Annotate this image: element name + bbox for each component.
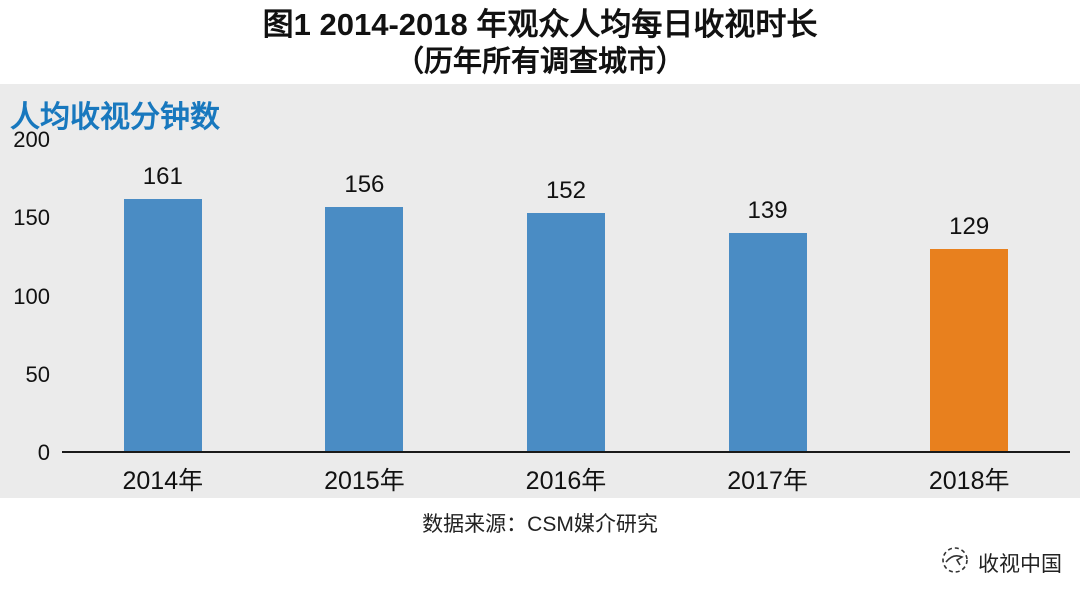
chart-title-line1: 图1 2014-2018 年观众人均每日收视时长 bbox=[262, 7, 818, 42]
bar-value-label: 161 bbox=[142, 163, 183, 191]
x-category-label: 2016年 bbox=[525, 467, 607, 495]
x-category-label: 2015年 bbox=[324, 467, 405, 495]
chart-title: 图1 2014-2018 年观众人均每日收视时长 （历年所有调查城市） bbox=[0, 0, 1080, 80]
chart-title-line2: （历年所有调查城市） bbox=[394, 46, 685, 78]
bar-value-label: 129 bbox=[949, 213, 990, 241]
y-tick-label: 50 bbox=[25, 361, 50, 387]
bar bbox=[123, 199, 202, 451]
bar bbox=[930, 249, 1009, 451]
x-category-label: 2017年 bbox=[727, 467, 808, 495]
y-tick-label: 200 bbox=[13, 127, 50, 152]
watermark-label: 收视中国 bbox=[978, 552, 1062, 576]
plot-area: 161 156 152 139 129 bbox=[62, 140, 1070, 453]
bar-value-label: 139 bbox=[747, 197, 788, 225]
y-tick-label: 100 bbox=[13, 283, 50, 309]
chart-area: 200 150 100 50 0 161 156 152 139 129 bbox=[0, 129, 1070, 464]
x-category-label: 2014年 bbox=[122, 467, 204, 495]
bar-group: 161 bbox=[62, 140, 264, 451]
data-source-note: 数据来源：CSM媒介研究 bbox=[422, 513, 658, 536]
bar-group: 129 bbox=[868, 140, 1070, 451]
bar-group: 156 bbox=[264, 140, 466, 451]
x-axis: 2014年 2015年 2016年 2017年 2018年 bbox=[62, 455, 1070, 497]
bar bbox=[526, 213, 605, 451]
y-tick-label: 150 bbox=[13, 205, 50, 231]
y-axis: 200 150 100 50 0 bbox=[0, 129, 60, 464]
y-tick-label: 0 bbox=[37, 440, 50, 465]
bar bbox=[325, 206, 404, 451]
bar-group: 139 bbox=[667, 140, 869, 451]
csm-globe-logo-icon bbox=[940, 545, 970, 580]
watermark: 收视中国 bbox=[940, 545, 1062, 580]
x-category-label: 2018年 bbox=[928, 467, 1010, 495]
bar bbox=[728, 233, 807, 451]
chart-panel: 人均收视分钟数 200 150 100 50 0 161 156 152 139 129 201… bbox=[0, 84, 1080, 498]
bar-group: 152 bbox=[465, 140, 667, 451]
bar-value-label: 156 bbox=[344, 170, 385, 198]
bar-value-label: 152 bbox=[545, 177, 586, 205]
y-axis-label: 人均收视分钟数 bbox=[10, 101, 220, 134]
